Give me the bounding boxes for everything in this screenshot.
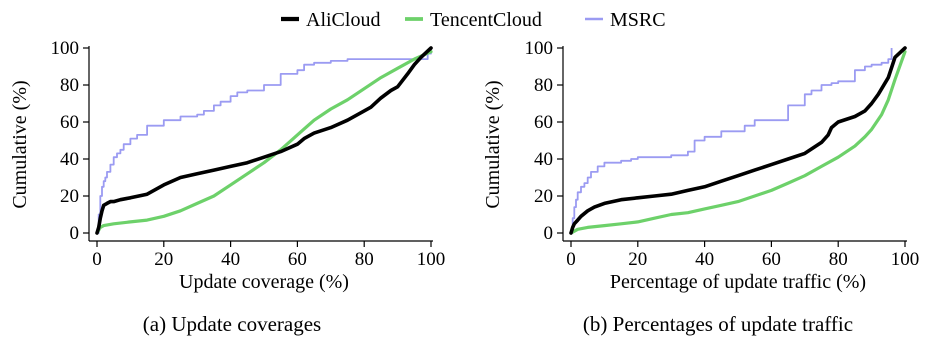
- p0-y-tick-label-100: 100: [51, 38, 80, 59]
- p1-x-tick-label-20: 20: [628, 249, 647, 270]
- legend: AliCloud TencentCloud MSRC: [281, 9, 666, 31]
- p1-x-tick-label-100: 100: [891, 249, 920, 270]
- p0-y-tick-label-20: 20: [60, 186, 79, 207]
- p1-series-alicloud: [569, 46, 907, 235]
- legend-label-alicloud: AliCloud: [306, 9, 380, 31]
- p1-plot-area: [569, 46, 907, 235]
- p1-y-tick-label-80: 80: [534, 75, 553, 96]
- p0-x-tick-label-40: 40: [221, 249, 240, 270]
- p1-y-tick-label-0: 0: [544, 223, 554, 244]
- p0-caption: (a) Update coverages: [143, 312, 321, 336]
- legend-label-tencentcloud: TencentCloud: [430, 9, 542, 31]
- p0-x-tick-label-100: 100: [417, 249, 446, 270]
- panel-update-traffic: 0 20 40 60 80 100 0 20 40 60 80 100 Percentage of up…: [482, 38, 919, 336]
- p0-axes: 0 20 40 60 80 100 0 20 40 60 80 100: [51, 38, 446, 270]
- panel-update-coverages: 0 20 40 60 80 100 0 20 40 60 80 100 Update coverage …: [9, 38, 445, 336]
- p0-x-tick-label-0: 0: [92, 249, 102, 270]
- p0-series-tencentcloud: [95, 50, 433, 235]
- p1-x-tick-label-80: 80: [829, 249, 848, 270]
- p0-plot-area: [95, 46, 433, 235]
- p0-y-tick-label-60: 60: [60, 112, 79, 133]
- p1-series-tencentcloud: [569, 50, 907, 235]
- p1-x-tick-label-40: 40: [695, 249, 714, 270]
- p0-y-axis-label: Cumulative (%): [9, 80, 31, 208]
- p0-x-tick-label-20: 20: [154, 249, 173, 270]
- p1-y-tick-label-60: 60: [534, 112, 553, 133]
- p1-axes: 0 20 40 60 80 100 0 20 40 60 80 100: [525, 38, 920, 270]
- p1-series-msrc: [571, 48, 893, 234]
- p0-y-tick-label-0: 0: [70, 223, 80, 244]
- p1-y-tick-label-100: 100: [525, 38, 554, 59]
- legend-label-msrc: MSRC: [610, 9, 666, 31]
- p1-caption: (b) Percentages of update traffic: [583, 312, 853, 336]
- p1-x-axis-label: Percentage of update traffic (%): [610, 271, 866, 293]
- p0-series-msrc: [97, 48, 432, 234]
- p0-x-tick-label-80: 80: [355, 249, 374, 270]
- p1-y-tick-label-20: 20: [534, 186, 553, 207]
- p0-y-tick-label-80: 80: [60, 75, 79, 96]
- p0-y-tick-label-40: 40: [60, 149, 79, 170]
- p1-x-tick-label-0: 0: [566, 249, 576, 270]
- p1-y-tick-label-40: 40: [534, 149, 553, 170]
- p1-y-axis-label: Cumulative (%): [482, 80, 504, 208]
- p0-x-tick-label-60: 60: [288, 249, 307, 270]
- p0-series-alicloud: [95, 46, 433, 235]
- p0-x-axis-label: Update coverage (%): [179, 271, 349, 293]
- p1-x-tick-label-60: 60: [762, 249, 781, 270]
